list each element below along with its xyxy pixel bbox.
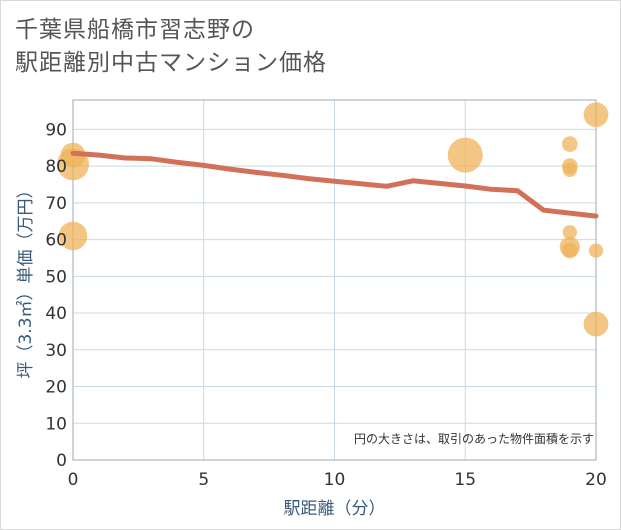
x-tick-label: 10 [324, 470, 346, 490]
bubble-point [447, 137, 483, 173]
y-tick-label: 40 [45, 304, 67, 324]
chart-title: 千葉県船橋市習志野の 駅距離別中古マンション価格 [15, 14, 435, 80]
bubble-point [58, 221, 88, 251]
y-tick-label: 0 [56, 451, 67, 471]
x-tick-label: 5 [198, 470, 209, 490]
axis-ticks: 0 10 20 30 40 50 60 70 80 90 0 5 10 15 20 [45, 120, 606, 490]
x-tick-label: 15 [454, 470, 476, 490]
bubble-point [562, 162, 578, 177]
bubble-point [583, 311, 609, 337]
chart-title-line-2: 駅距離別中古マンション価格 [15, 50, 327, 76]
y-tick-label: 90 [45, 120, 67, 140]
y-axis-title: 坪（3.3㎡）単価（万円） [16, 181, 36, 378]
y-tick-label: 60 [45, 231, 67, 251]
bubble-point [562, 242, 578, 259]
x-axis-title: 駅距離（分） [284, 499, 386, 519]
y-tick-label: 80 [45, 157, 67, 177]
x-tick-label: 20 [585, 470, 607, 490]
bubble-point [588, 243, 604, 258]
plot-area [72, 99, 597, 461]
bubble-size-note: 円の大きさは、取引のあった物件面積を示す [354, 431, 594, 446]
y-tick-label: 70 [45, 194, 67, 214]
bubble-point [583, 102, 609, 128]
y-tick-label: 10 [45, 414, 67, 434]
average-price-line [70, 150, 599, 219]
bubble-series [57, 102, 609, 337]
y-tick-label: 50 [45, 267, 67, 287]
bubble-point [562, 225, 578, 240]
y-tick-label: 20 [45, 378, 67, 398]
y-tick-label: 30 [45, 341, 67, 361]
bubble-point [562, 136, 578, 152]
grid [72, 100, 597, 461]
average-line-series [70, 150, 599, 219]
x-tick-label: 0 [68, 470, 79, 490]
chart-title-line-1: 千葉県船橋市習志野の [15, 17, 255, 43]
